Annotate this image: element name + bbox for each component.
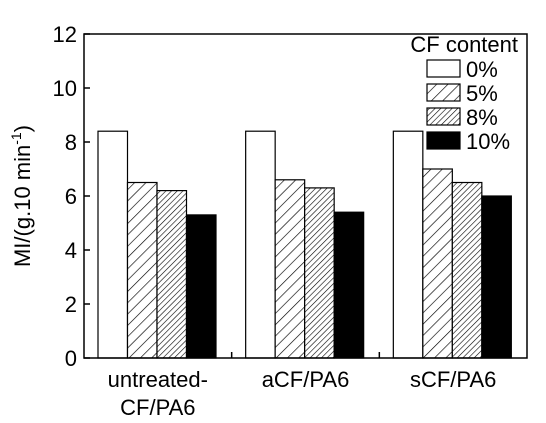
bar-0pct-1: [245, 130, 276, 359]
bar-10pct-0: [185, 214, 217, 359]
y-tick-label: 4: [65, 238, 77, 263]
bar-8pct-2: [451, 181, 483, 359]
y-axis-label: MI/(g.10 min-1): [8, 125, 35, 267]
y-tick-label: 6: [65, 184, 77, 209]
bar-8pct-1: [304, 187, 335, 359]
x-category-label: untreated-: [108, 367, 208, 392]
bar-5pct-0: [126, 181, 158, 359]
y-tick-label: 0: [65, 346, 77, 371]
x-category-label: aCF/PA6: [262, 367, 350, 392]
y-tick-label: 8: [65, 130, 77, 155]
y-axis-label-close: ): [10, 125, 35, 132]
y-axis-label-superscript: -1: [8, 132, 24, 145]
x-axis-ticks: untreated- CF/PA6 aCF/PA6 sCF/PA6: [108, 352, 496, 420]
bar-0pct-2: [392, 130, 424, 359]
x-category-label: sCF/PA6: [410, 367, 496, 392]
bar-5pct-2: [422, 168, 453, 359]
legend-swatch: [426, 59, 461, 78]
legend-label: 10%: [466, 129, 510, 154]
y-axis-ticks: 0 2 4 6 8 10 12: [53, 22, 90, 371]
bar-group: [97, 130, 512, 359]
legend-title: CF content: [410, 32, 518, 57]
y-tick-label: 12: [53, 22, 77, 47]
x-category-label: CF/PA6: [120, 395, 195, 420]
y-tick-label: 2: [65, 292, 77, 317]
bar-0pct-0: [97, 130, 129, 359]
legend: 0%5%8%10%: [426, 57, 510, 154]
legend-label: 5%: [466, 81, 498, 106]
y-axis-label-main: MI/(g.10 min: [10, 145, 35, 267]
y-tick-label: 10: [53, 76, 77, 101]
bar-10pct-2: [481, 195, 512, 359]
bar-10pct-1: [333, 211, 365, 359]
legend-swatch: [426, 107, 461, 126]
bar-5pct-1: [274, 179, 306, 359]
legend-swatch: [426, 83, 461, 102]
legend-label: 8%: [466, 105, 498, 130]
legend-swatch: [426, 131, 461, 150]
bar-8pct-0: [156, 190, 188, 359]
legend-label: 0%: [466, 57, 498, 82]
